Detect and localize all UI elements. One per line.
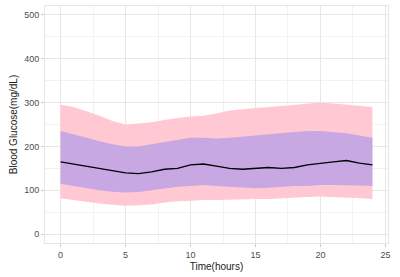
svg-text:15: 15 <box>250 250 260 260</box>
svg-text:10: 10 <box>186 250 196 260</box>
svg-text:Time(hours): Time(hours) <box>190 261 244 272</box>
svg-text:0: 0 <box>58 250 63 260</box>
svg-text:300: 300 <box>24 98 39 108</box>
svg-text:500: 500 <box>24 10 39 20</box>
svg-text:5: 5 <box>123 250 128 260</box>
svg-text:0: 0 <box>34 229 39 239</box>
svg-text:25: 25 <box>380 250 390 260</box>
svg-text:200: 200 <box>24 142 39 152</box>
svg-text:100: 100 <box>24 185 39 195</box>
svg-text:20: 20 <box>315 250 325 260</box>
svg-text:400: 400 <box>24 54 39 64</box>
svg-text:Blood Glucose(mg/dL): Blood Glucose(mg/dL) <box>8 75 19 175</box>
